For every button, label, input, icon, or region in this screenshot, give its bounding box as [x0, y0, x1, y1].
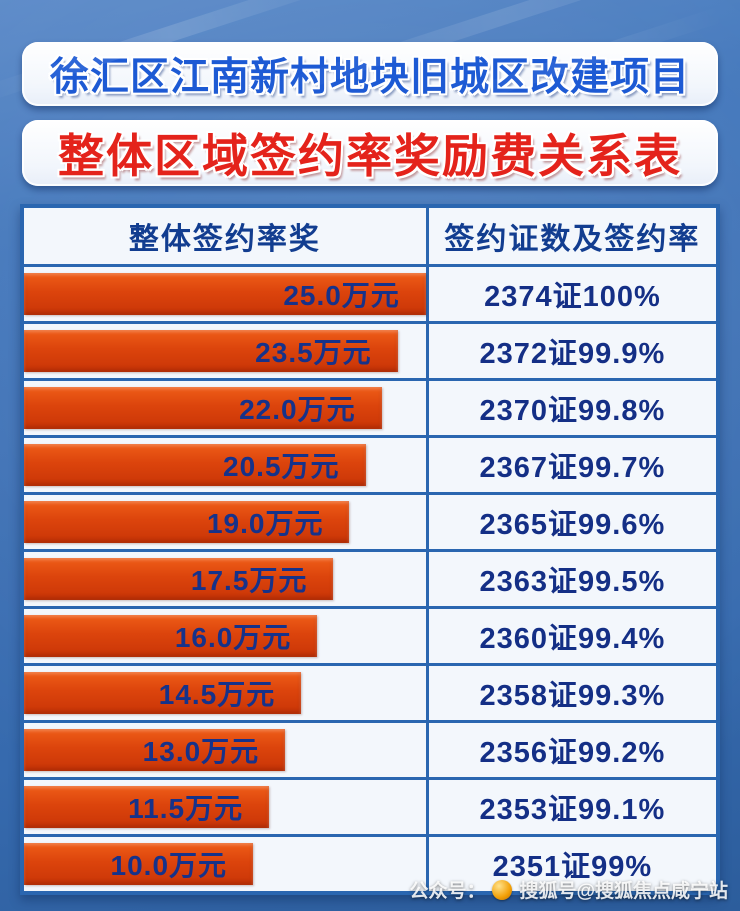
award-bar: 19.0万元: [24, 501, 350, 543]
certs-cell: 2358证99.3%: [429, 666, 716, 720]
award-value: 23.5万元: [255, 337, 372, 368]
certs-cell: 2367证99.7%: [429, 438, 716, 492]
award-bar: 14.5万元: [24, 672, 302, 714]
table-row: 10.0万元 2351证99%: [24, 837, 716, 891]
table-row: 23.5万元 2372证99.9%: [24, 324, 716, 381]
sohu-logo-icon: [492, 879, 513, 900]
award-value: 10.0万元: [110, 850, 228, 881]
table-header-row: 整体签约率奖 签约证数及签约率: [24, 208, 716, 267]
certs-value: 2358证99.3%: [479, 680, 666, 712]
award-value: 16.0万元: [174, 622, 292, 653]
award-cell: 22.0万元: [24, 381, 429, 435]
award-value: 13.0万元: [142, 736, 260, 767]
award-value: 25.0万元: [283, 280, 400, 311]
award-value: 17.5万元: [190, 565, 308, 596]
award-cell: 19.0万元: [24, 495, 429, 549]
header-cell-award: 整体签约率奖: [24, 208, 429, 264]
certs-value: 2360证99.4%: [479, 623, 666, 655]
award-bar: 23.5万元: [24, 330, 398, 372]
award-cell: 17.5万元: [24, 552, 429, 606]
certs-cell: 2370证99.8%: [429, 381, 716, 435]
certs-value: 2353证99.1%: [479, 794, 666, 826]
award-cell: 10.0万元: [24, 837, 429, 891]
award-bar: 22.0万元: [24, 387, 382, 429]
certs-cell: 2374证100%: [429, 267, 716, 321]
reward-table: 整体签约率奖 签约证数及签约率 25.0万元 2374证100% 23.5万元 …: [20, 204, 720, 895]
table-row: 13.0万元 2356证99.2%: [24, 723, 716, 780]
award-bar: 25.0万元: [24, 273, 426, 315]
certs-cell: 2351证99%: [429, 837, 716, 891]
award-cell: 14.5万元: [24, 666, 429, 720]
award-cell: 25.0万元: [24, 267, 429, 321]
table-body: 25.0万元 2374证100% 23.5万元 2372证99.9% 22.0万…: [24, 267, 716, 891]
award-bar: 10.0万元: [24, 843, 254, 885]
certs-value: 2365证99.6%: [479, 509, 666, 541]
title-banner-table: 整体区域签约率奖励费关系表: [22, 120, 718, 186]
award-bar: 17.5万元: [24, 558, 334, 600]
certs-value: 2351证99%: [492, 851, 653, 883]
certs-cell: 2365证99.6%: [429, 495, 716, 549]
award-bar: 20.5万元: [24, 444, 366, 486]
watermark: 公众号： 搜狐号@搜狐焦点咸宁站: [409, 876, 728, 903]
table-row: 16.0万元 2360证99.4%: [24, 609, 716, 666]
award-bar: 16.0万元: [24, 615, 318, 657]
table-row: 14.5万元 2358证99.3%: [24, 666, 716, 723]
table-row: 25.0万元 2374证100%: [24, 267, 716, 324]
award-value: 19.0万元: [206, 508, 324, 539]
title-banner-project: 徐汇区江南新村地块旧城区改建项目: [22, 42, 718, 106]
award-cell: 13.0万元: [24, 723, 429, 777]
watermark-sohu-label: 搜狐号@搜狐焦点咸宁站: [519, 881, 728, 902]
award-cell: 16.0万元: [24, 609, 429, 663]
award-bar: 13.0万元: [24, 729, 286, 771]
certs-cell: 2363证99.5%: [429, 552, 716, 606]
certs-value: 2367证99.7%: [479, 452, 666, 484]
header-cell-certs: 签约证数及签约率: [429, 208, 716, 264]
certs-cell: 2372证99.9%: [429, 324, 716, 378]
header-certs-label: 签约证数及签约率: [444, 223, 701, 256]
certs-value: 2356证99.2%: [479, 737, 666, 769]
award-cell: 23.5万元: [24, 324, 429, 378]
table-row: 17.5万元 2363证99.5%: [24, 552, 716, 609]
certs-value: 2363证99.5%: [479, 566, 666, 598]
table-row: 20.5万元 2367证99.7%: [24, 438, 716, 495]
header-award-label: 整体签约率奖: [128, 223, 321, 256]
table-row: 19.0万元 2365证99.6%: [24, 495, 716, 552]
certs-cell: 2360证99.4%: [429, 609, 716, 663]
award-value: 11.5万元: [128, 793, 244, 824]
project-title: 徐汇区江南新村地块旧城区改建项目: [49, 56, 690, 99]
certs-cell: 2356证99.2%: [429, 723, 716, 777]
award-cell: 20.5万元: [24, 438, 429, 492]
table-title: 整体区域签约率奖励费关系表: [58, 130, 682, 182]
certs-value: 2374证100%: [484, 281, 661, 313]
award-cell: 11.5万元: [24, 780, 429, 834]
table-row: 22.0万元 2370证99.8%: [24, 381, 716, 438]
watermark-wechat-label: 公众号：: [409, 881, 486, 902]
award-value: 20.5万元: [223, 451, 340, 482]
award-bar: 11.5万元: [24, 786, 270, 828]
certs-cell: 2353证99.1%: [429, 780, 716, 834]
award-value: 14.5万元: [158, 679, 276, 710]
certs-value: 2372证99.9%: [479, 338, 666, 370]
certs-value: 2370证99.8%: [479, 395, 666, 427]
award-value: 22.0万元: [239, 394, 356, 425]
table-row: 11.5万元 2353证99.1%: [24, 780, 716, 837]
